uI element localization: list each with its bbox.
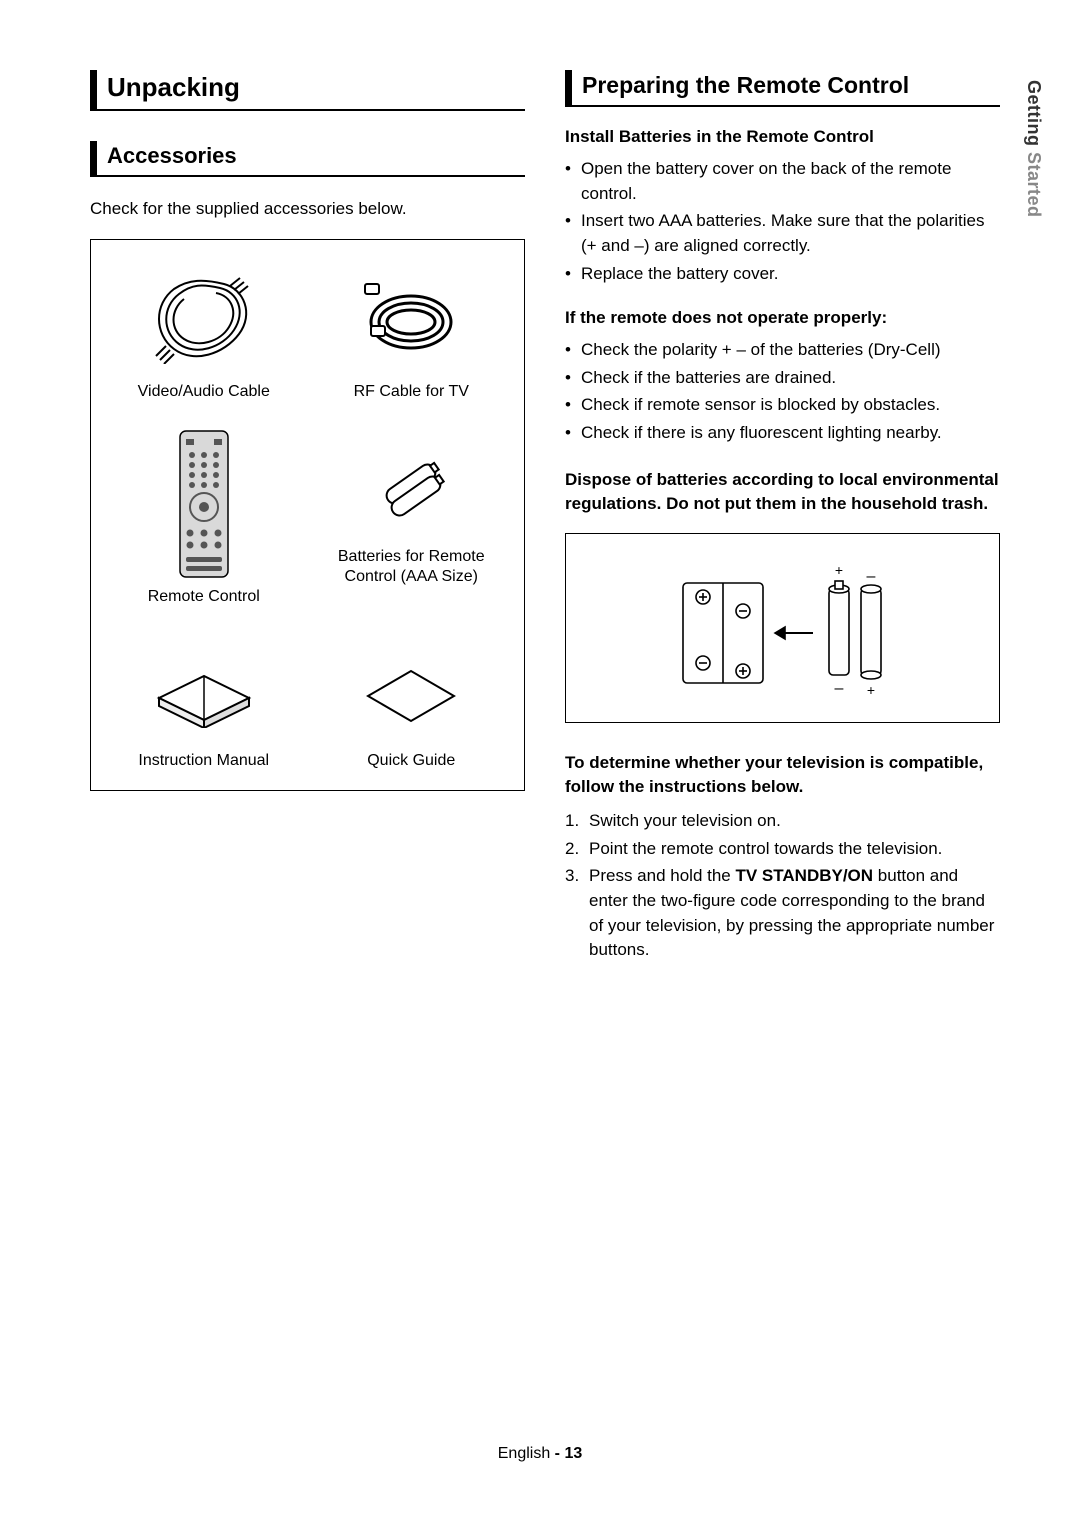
unpacking-heading: Unpacking	[90, 70, 525, 111]
accessory-item: Video/Audio Cable	[105, 264, 303, 403]
accessory-item: Remote Control	[105, 429, 303, 608]
list-item: Check if remote sensor is blocked by obs…	[565, 393, 1000, 418]
compat-heading: To determine whether your television is …	[565, 751, 1000, 799]
accessory-label: Batteries for Remote Control (AAA Size)	[313, 547, 511, 589]
batteries-icon	[313, 429, 511, 539]
list-item: Check if there is any fluorescent lighti…	[565, 421, 1000, 446]
preparing-heading: Preparing the Remote Control	[565, 70, 1000, 107]
svg-text:+: +	[866, 682, 874, 698]
left-column: Unpacking Accessories Check for the supp…	[90, 70, 525, 985]
rf-cable-icon	[313, 264, 511, 374]
accessory-label: Remote Control	[105, 587, 303, 608]
tab-suffix: Started	[1024, 147, 1044, 218]
accessory-label: RF Cable for TV	[313, 382, 511, 403]
page-content: Unpacking Accessories Check for the supp…	[0, 0, 1080, 1025]
troubleshoot-bullet-list: Check the polarity + – of the batteries …	[565, 338, 1000, 446]
troubleshoot-heading: If the remote does not operate properly:	[565, 308, 1000, 328]
tab-prefix: Getting	[1024, 80, 1044, 147]
svg-text:–: –	[866, 568, 875, 585]
accessory-label: Video/Audio Cable	[105, 382, 303, 403]
step3-bold: TV STANDBY/ON	[735, 866, 873, 885]
accessories-intro: Check for the supplied accessories below…	[90, 197, 525, 221]
page-footer: English - 13	[0, 1445, 1080, 1463]
accessories-box: Video/Audio Cable	[90, 239, 525, 791]
right-column: Preparing the Remote Control Install Bat…	[565, 70, 1000, 985]
accessory-label: Instruction Manual	[105, 751, 303, 772]
list-item: Open the battery cover on the back of th…	[565, 157, 1000, 206]
section-tab: Getting Started	[1023, 80, 1044, 218]
footer-lang: English	[498, 1445, 550, 1462]
video-audio-cable-icon	[105, 264, 303, 374]
svg-text:–: –	[834, 680, 843, 697]
list-item: Insert two AAA batteries. Make sure that…	[565, 209, 1000, 258]
footer-page: 13	[564, 1445, 582, 1462]
remote-control-icon	[105, 429, 303, 579]
accessory-item: Instruction Manual	[105, 633, 303, 772]
accessories-grid: Video/Audio Cable	[105, 264, 510, 772]
list-item: Check if the batteries are drained.	[565, 366, 1000, 391]
footer-sep: -	[550, 1445, 564, 1462]
list-item: Replace the battery cover.	[565, 262, 1000, 287]
quick-guide-icon	[313, 633, 511, 743]
accessory-item: Quick Guide	[313, 633, 511, 772]
install-bullet-list: Open the battery cover on the back of th…	[565, 157, 1000, 286]
accessory-label: Quick Guide	[313, 751, 511, 772]
battery-diagram: + – – +	[565, 533, 1000, 723]
install-batteries-heading: Install Batteries in the Remote Control	[565, 127, 1000, 147]
accessory-item: RF Cable for TV	[313, 264, 511, 403]
accessory-item: Batteries for Remote Control (AAA Size)	[313, 429, 511, 608]
accessories-heading: Accessories	[90, 141, 525, 177]
list-item: Switch your television on.	[565, 809, 1000, 834]
list-item: Point the remote control towards the tel…	[565, 837, 1000, 862]
instruction-manual-icon	[105, 633, 303, 743]
step3-pre: Press and hold the	[589, 866, 735, 885]
compat-steps: Switch your television on. Point the rem…	[565, 809, 1000, 963]
dispose-note: Dispose of batteries according to local …	[565, 468, 1000, 516]
svg-text:+: +	[834, 562, 842, 578]
list-item: Check the polarity + – of the batteries …	[565, 338, 1000, 363]
list-item: Press and hold the TV STANDBY/ON button …	[565, 864, 1000, 963]
